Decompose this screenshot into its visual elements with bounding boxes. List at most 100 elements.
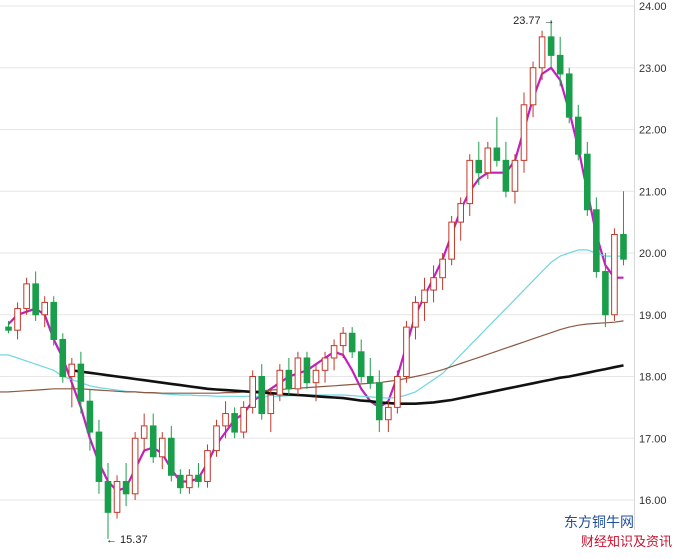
watermark-tagline: 财经知识及资讯 [580,535,672,550]
candle-body [204,450,211,482]
candle-body [231,413,238,433]
candle-body [348,332,356,353]
candle [394,370,401,414]
candle-body [620,233,627,260]
candle [593,197,600,278]
candle [276,364,284,402]
y-tick-label: 18.00 [639,372,667,384]
candle-body [330,345,338,359]
candle-body [412,301,419,328]
candle [611,228,618,321]
candle-body [502,159,510,192]
candle [484,141,492,179]
candle [104,462,112,539]
candle-body [376,382,383,421]
candle-body [41,301,48,316]
candle-body [366,376,374,384]
candle [41,296,48,328]
candle-body [484,147,492,174]
candle [95,419,103,494]
candle-body [168,437,175,476]
candle [168,425,175,482]
candle-body [493,147,501,161]
candle [376,370,383,433]
candle [339,327,347,358]
candle-body [285,369,293,390]
candle-body [538,36,546,69]
candle [366,357,374,389]
candle-body [177,474,184,489]
candle-body [240,406,247,433]
candle [77,351,85,414]
candle [520,92,528,173]
high-price-label: 23.77 → [513,15,555,27]
candle [303,351,311,389]
candle [14,302,21,340]
candle-body [475,159,483,174]
candle-body [158,437,166,458]
candle-body [140,425,148,439]
candle [330,339,338,371]
candle [412,296,419,340]
candle-body [68,363,76,377]
candle-body [321,357,329,371]
candle-body [86,400,94,433]
candle [59,333,67,383]
candle [23,277,30,315]
candle-body [276,369,284,396]
candle-body [394,376,401,408]
candle [466,154,474,216]
candle [149,413,157,463]
candle-body [339,332,347,347]
candle [321,351,329,383]
candle-body [14,308,21,331]
candle-body [611,233,618,316]
y-tick-label: 16.00 [639,495,667,507]
candle-body [5,326,12,331]
candle-body [303,357,311,384]
watermark-brand: 东方铜牛网 [564,515,634,531]
candle [68,357,76,408]
candle [312,364,320,402]
candle-body [421,289,428,303]
candle-body [32,283,39,316]
candle-body [466,159,474,205]
y-tick-label: 22.00 [639,125,667,137]
candle-body [357,351,365,377]
candle [457,197,464,241]
candle [403,320,410,383]
y-tick-label: 24.00 [639,1,667,13]
candle [86,388,94,451]
candle [231,407,238,439]
candle [511,154,519,204]
candle [348,327,356,358]
candle [620,191,627,266]
candle-body [574,116,582,155]
candle-body [131,437,139,495]
candle-body [520,104,528,161]
candle-body [249,376,256,408]
candle-body [602,271,609,316]
candle-body [439,258,446,279]
candle [204,444,211,488]
candle [158,432,166,470]
candle-body [104,480,112,513]
candle-body [547,36,555,56]
candle-body [294,357,302,390]
candle [475,141,483,186]
candle [421,277,428,321]
candle [50,296,58,346]
candle-body [59,338,67,378]
ma5-line [7,66,624,492]
candle-body [448,221,455,260]
y-tick-label: 17.00 [639,433,667,445]
candle-body [149,425,157,458]
candle [113,475,121,519]
candle [258,364,266,420]
candle-body [195,474,202,482]
candle [430,265,437,303]
candle-body [23,283,30,310]
candle [385,401,392,433]
